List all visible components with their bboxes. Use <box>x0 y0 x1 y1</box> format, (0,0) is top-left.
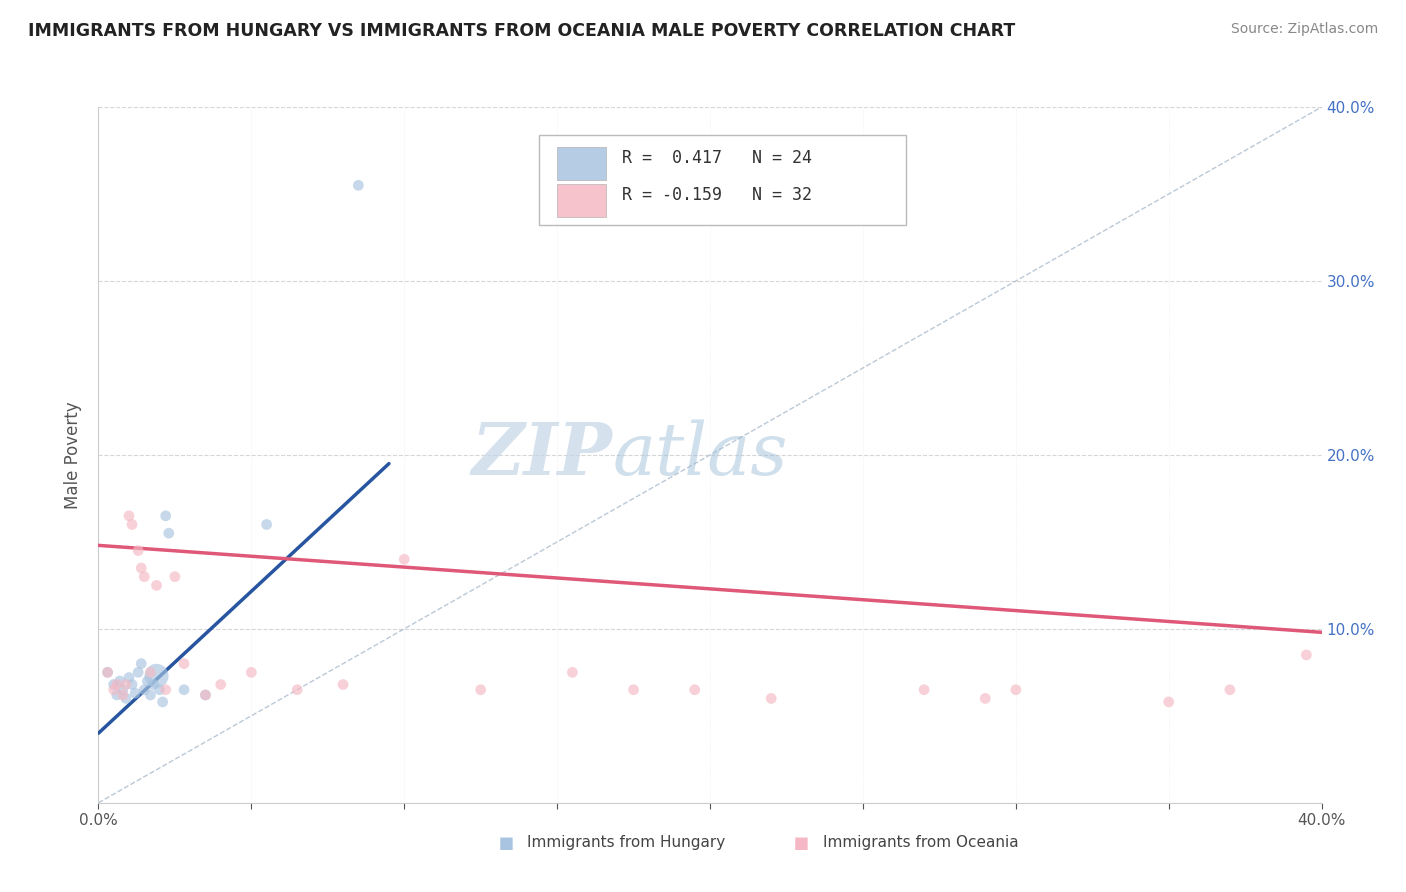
Point <box>111 688 134 702</box>
Point <box>129 657 152 671</box>
Point <box>97 665 120 680</box>
Point <box>1295 648 1317 662</box>
Point <box>332 677 354 691</box>
Point <box>115 677 138 691</box>
Point <box>105 677 128 691</box>
Text: R = -0.159   N = 32: R = -0.159 N = 32 <box>621 186 811 204</box>
Point <box>163 570 186 584</box>
Point <box>1219 682 1241 697</box>
Point <box>209 677 232 691</box>
Text: IMMIGRANTS FROM HUNGARY VS IMMIGRANTS FROM OCEANIA MALE POVERTY CORRELATION CHAR: IMMIGRANTS FROM HUNGARY VS IMMIGRANTS FR… <box>28 22 1015 40</box>
Point <box>240 665 263 680</box>
Point <box>155 508 177 523</box>
Point <box>121 517 143 532</box>
Text: Source: ZipAtlas.com: Source: ZipAtlas.com <box>1230 22 1378 37</box>
Point <box>157 526 180 541</box>
Point <box>347 178 370 193</box>
Point <box>142 677 165 691</box>
Text: Immigrants from Hungary: Immigrants from Hungary <box>527 836 725 850</box>
Point <box>561 665 583 680</box>
Point <box>145 578 167 592</box>
Point <box>134 570 156 584</box>
Point <box>470 682 492 697</box>
Point <box>139 665 162 680</box>
Point <box>129 561 152 575</box>
Text: ▪: ▪ <box>498 831 515 855</box>
Point <box>111 682 134 697</box>
Point <box>194 688 217 702</box>
Point <box>118 671 141 685</box>
Point <box>139 688 162 702</box>
Point <box>194 688 217 702</box>
Point <box>152 695 174 709</box>
Point <box>127 665 149 680</box>
Point <box>103 682 125 697</box>
Point <box>118 508 141 523</box>
Text: ZIP: ZIP <box>471 419 612 491</box>
Point <box>145 669 167 683</box>
Point <box>1004 682 1026 697</box>
Point <box>149 682 172 697</box>
Point <box>1157 695 1180 709</box>
Point <box>155 682 177 697</box>
Point <box>134 682 156 697</box>
Point <box>103 677 125 691</box>
Point <box>121 677 143 691</box>
Text: ▪: ▪ <box>793 831 810 855</box>
Point <box>173 657 195 671</box>
Point <box>912 682 935 697</box>
Point <box>108 674 131 689</box>
Bar <box>557 146 606 180</box>
Point <box>136 674 159 689</box>
Point <box>683 682 706 697</box>
Point <box>623 682 645 697</box>
Point <box>256 517 278 532</box>
Point <box>392 552 416 566</box>
Bar <box>557 184 606 217</box>
Text: atlas: atlas <box>612 419 787 491</box>
Text: Immigrants from Oceania: Immigrants from Oceania <box>823 836 1018 850</box>
Bar <box>538 135 905 226</box>
Text: R =  0.417   N = 24: R = 0.417 N = 24 <box>621 150 811 168</box>
Point <box>124 686 146 700</box>
Point <box>105 688 128 702</box>
Point <box>285 682 308 697</box>
Point <box>173 682 195 697</box>
Point <box>127 543 149 558</box>
Point <box>974 691 997 706</box>
Y-axis label: Male Poverty: Male Poverty <box>65 401 83 508</box>
Point <box>97 665 120 680</box>
Point <box>759 691 782 706</box>
Point <box>115 691 138 706</box>
